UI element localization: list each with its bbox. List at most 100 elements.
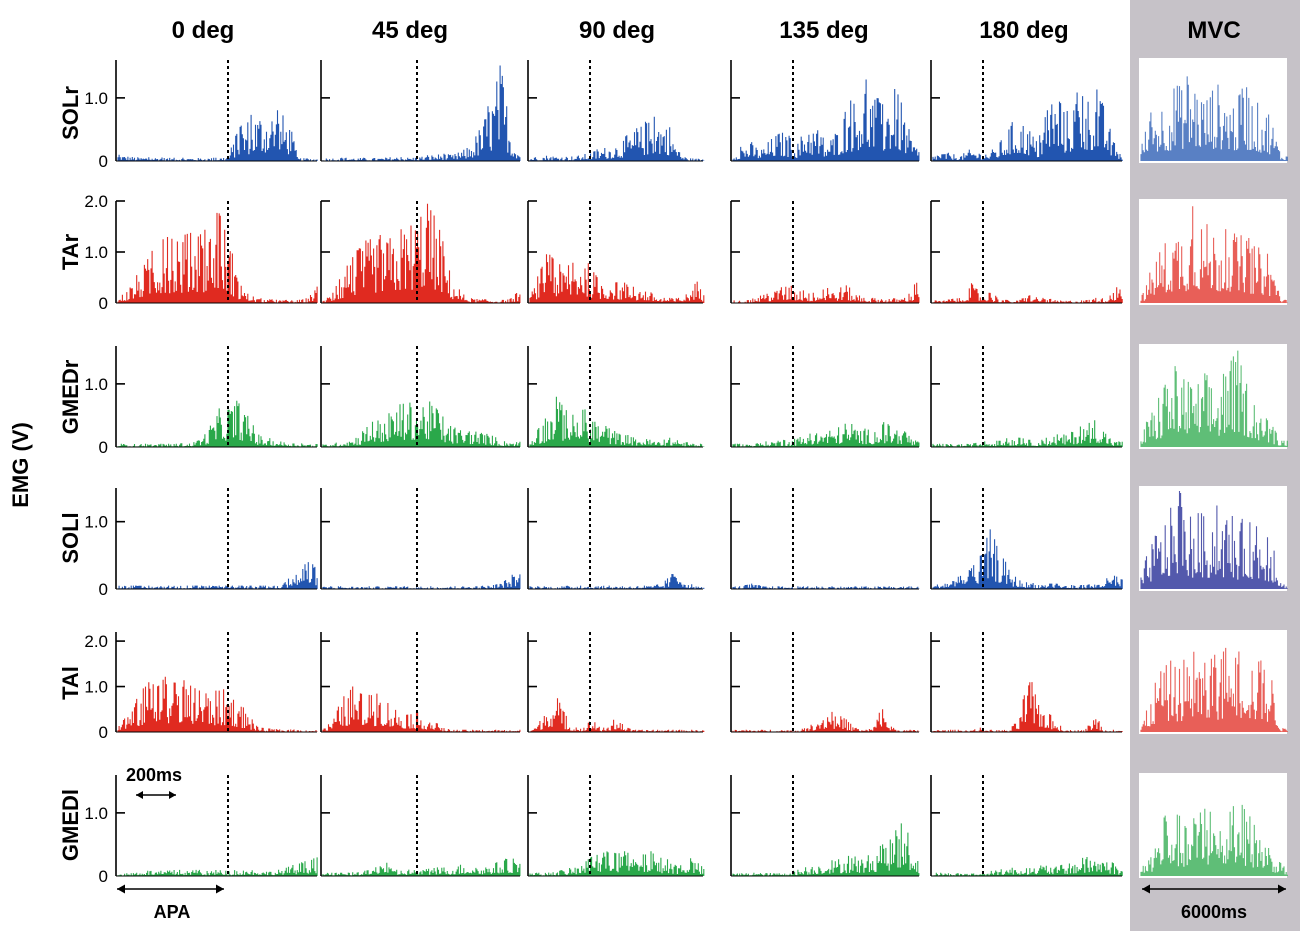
column-header-45deg: 45 deg [372, 17, 448, 44]
emg-trace-soll-0 [117, 562, 318, 589]
panel-gmedr-4 [930, 346, 1123, 448]
emg-trace-soll-4 [932, 529, 1123, 589]
panel-tar-2 [527, 200, 705, 304]
column-header-mvc: MVC [1187, 17, 1240, 44]
row-label-tar: TAr [58, 233, 83, 270]
panel-solr-5 [1139, 58, 1288, 163]
emg-trace-gmedl-3 [732, 823, 920, 876]
emg-trace-gmedr-1 [322, 401, 521, 447]
y-tick-label: 0 [99, 294, 108, 313]
emg-trace-soll-3 [732, 583, 920, 589]
y-axis-label: EMG (V) [8, 422, 33, 508]
mvc-duration-label: 6000ms [1181, 902, 1247, 922]
panel-solr-3 [730, 60, 920, 162]
emg-trace-gmedl-4 [932, 857, 1123, 876]
emg-trace-solr-2 [529, 116, 705, 161]
panel-solr-4 [930, 60, 1123, 162]
panel-solr-1 [320, 60, 521, 162]
panel-tar-1 [320, 200, 521, 304]
y-tick-label: 1.0 [84, 513, 108, 532]
emg-trace-tal-0 [117, 676, 318, 732]
row-label-tal: TAl [58, 666, 83, 700]
emg-trace-gmedl-5 [1140, 804, 1288, 876]
emg-trace-solr-4 [932, 89, 1123, 161]
row-label-soll: SOLl [58, 512, 83, 563]
emg-trace-soll-5 [1140, 491, 1288, 589]
emg-trace-tal-5 [1140, 647, 1288, 732]
row-label-gmedl: GMEDl [58, 789, 83, 861]
panel-gmedl-0: 01.0 [84, 775, 318, 886]
y-tick-label: 0 [99, 580, 108, 599]
column-header-180deg: 180 deg [979, 17, 1068, 44]
y-tick-label: 0 [99, 867, 108, 886]
y-tick-label: 1.0 [84, 804, 108, 823]
y-tick-label: 2.0 [84, 632, 108, 651]
emg-trace-gmedr-5 [1140, 350, 1288, 447]
y-tick-label: 1.0 [84, 678, 108, 697]
emg-trace-solr-1 [322, 65, 521, 161]
y-tick-label: 0 [99, 723, 108, 742]
emg-trace-tal-1 [322, 686, 521, 732]
panel-soll-3 [730, 488, 920, 590]
emg-trace-tar-5 [1140, 206, 1288, 303]
column-header-135deg: 135 deg [779, 17, 868, 44]
emg-trace-tar-1 [322, 203, 521, 303]
emg-trace-soll-2 [529, 574, 705, 589]
emg-trace-gmedl-0 [117, 857, 318, 876]
emg-trace-gmedr-4 [932, 420, 1123, 447]
panel-gmedr-5 [1139, 344, 1288, 449]
panel-solr-0: 01.0 [84, 60, 318, 171]
time-scale-label: 200ms [126, 765, 182, 785]
emg-trace-solr-0 [117, 110, 318, 161]
panel-tal-2 [527, 632, 705, 733]
y-tick-label: 1.0 [84, 375, 108, 394]
column-header-0deg: 0 deg [172, 17, 235, 44]
emg-trace-soll-1 [322, 574, 521, 589]
panel-gmedl-3 [730, 775, 920, 877]
emg-trace-solr-5 [1140, 76, 1288, 161]
y-tick-label: 0 [99, 438, 108, 457]
emg-trace-gmedr-2 [529, 396, 705, 447]
emg-trace-tar-4 [932, 283, 1123, 303]
emg-panels: 01.001.02.001.001.001.02.001.0 [84, 58, 1288, 886]
panel-gmedr-0: 01.0 [84, 346, 318, 457]
panel-tar-0: 0 1.0 2.0 [84, 192, 318, 313]
row-labels: SOLr TAr GMEDr SOLl TAl GMEDl [58, 86, 83, 861]
emg-trace-solr-3 [732, 79, 920, 161]
column-header-90deg: 90 deg [579, 17, 655, 44]
panel-soll-2 [527, 488, 705, 590]
apa-label: APA [154, 902, 191, 922]
emg-trace-tar-2 [529, 254, 705, 303]
panel-gmedl-5 [1139, 773, 1288, 878]
row-label-gmedr: GMEDr [58, 359, 83, 434]
column-headers: 0 deg 45 deg 90 deg 135 deg 180 deg MVC [172, 17, 1241, 44]
panel-soll-1 [320, 488, 521, 590]
panel-soll-4 [930, 488, 1123, 590]
panel-gmedl-2 [527, 775, 705, 877]
panel-gmedl-1 [320, 775, 521, 877]
emg-trace-tal-2 [529, 698, 705, 732]
emg-trace-tal-3 [732, 709, 920, 732]
panel-gmedr-1 [320, 346, 521, 448]
panel-tal-3 [730, 632, 920, 733]
panel-tal-0: 0 1.0 2.0 [84, 632, 318, 742]
panel-tar-3 [730, 200, 920, 304]
emg-trace-gmedl-2 [529, 851, 705, 876]
panel-gmedl-4 [930, 775, 1123, 877]
emg-trace-gmedr-0 [117, 400, 318, 447]
panel-gmedr-3 [730, 346, 920, 448]
row-label-solr: SOLr [58, 86, 83, 140]
y-tick-label: 1.0 [84, 89, 108, 108]
emg-trace-tal-4 [932, 682, 1123, 732]
panel-tal-5 [1139, 630, 1288, 734]
emg-trace-tar-3 [732, 282, 920, 303]
panel-soll-0: 01.0 [84, 488, 318, 599]
panel-tar-4 [930, 200, 1123, 304]
emg-trace-tar-0 [117, 212, 318, 303]
scale-annotations: 200ms APA 6000ms [117, 765, 1286, 922]
y-tick-label: 0 [99, 152, 108, 171]
panel-tar-5 [1139, 199, 1288, 305]
panel-tal-4 [930, 632, 1123, 733]
panel-gmedr-2 [527, 346, 705, 448]
